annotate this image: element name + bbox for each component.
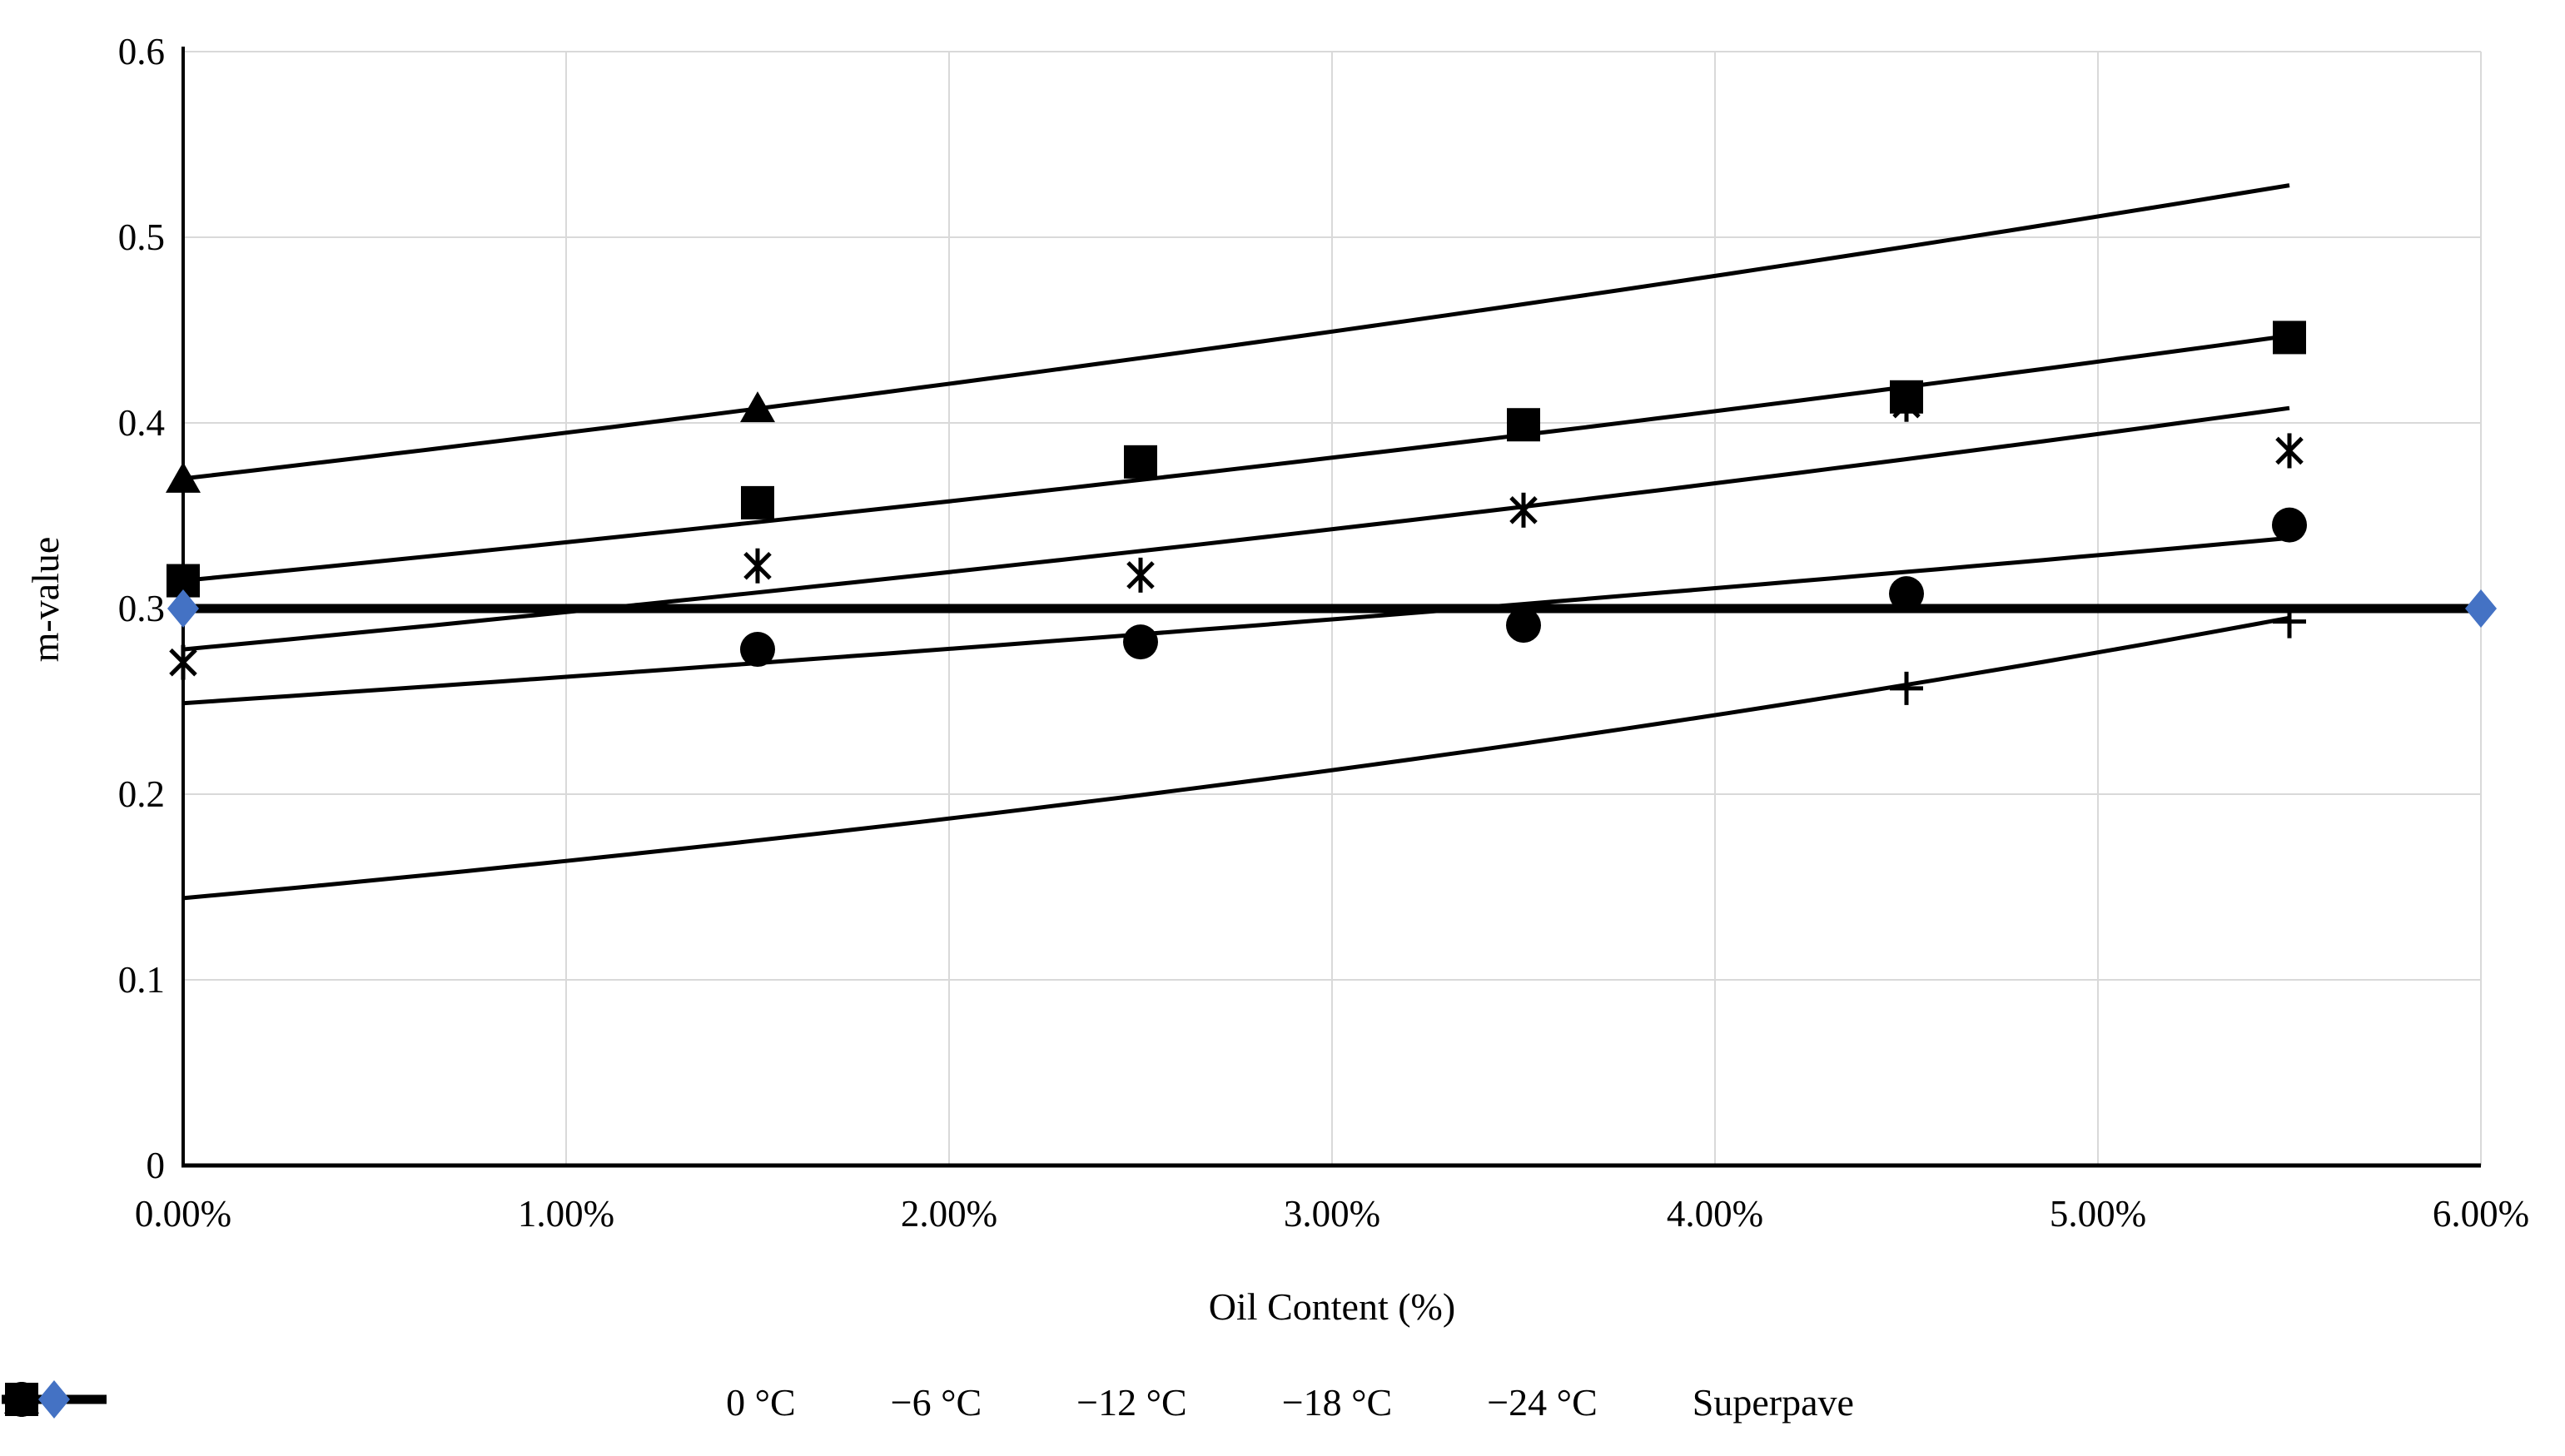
x-tick-2: 2.00% [900,1193,998,1235]
marker-circle [1123,624,1158,660]
legend-label: −24 °C [1487,1381,1598,1424]
marker-circle [1889,576,1924,612]
y-tick-0.6: 0.6 [117,31,165,72]
marker-triangle [166,461,201,493]
x-tick-1: 1.00% [517,1193,615,1235]
marker-circle [1506,608,1541,644]
legend-label: −12 °C [1076,1381,1187,1424]
marker-square [741,485,774,519]
trendline-square [182,333,2290,583]
x-axis-title: Oil Content (%) [1208,1285,1456,1328]
marker-asterisk [743,551,772,580]
y-tick-0.1: 0.1 [117,959,165,1001]
marker-diamond [167,589,199,628]
y-tick-0.2: 0.2 [117,773,165,815]
x-tick-4: 4.00% [1666,1193,1764,1235]
legend-label: −18 °C [1281,1381,1393,1424]
x-tick-6: 6.00% [2432,1193,2530,1235]
x-tick-0: 0.00% [134,1193,232,1235]
y-tick-0.3: 0.3 [117,588,165,629]
marker-circle [740,632,775,668]
marker-square [1124,445,1157,479]
x-tick-3: 3.00% [1283,1193,1381,1235]
marker-triangle [740,391,775,423]
legend-label: 0 °C [726,1381,796,1424]
legend-label: Superpave [1692,1381,1854,1424]
legend: 0 °C −6 °C −12 °C −18 °C −24 °C Superpav… [0,1378,2565,1428]
x-tick-5: 5.00% [2049,1193,2147,1235]
marker-asterisk [2275,436,2304,465]
legend-item-minus18c[interactable]: −18 °C [4,1378,1393,1428]
trendline-asterisk [182,405,2290,652]
marker-circle [2272,507,2307,543]
y-tick-0: 0 [146,1145,166,1186]
y-tick-0.4: 0.4 [117,402,165,444]
legend-label: −6 °C [890,1381,982,1424]
marker-asterisk [1509,496,1538,524]
trendline-circle [182,535,2290,706]
marker-asterisk [169,648,197,677]
legend-item-minus24c[interactable]: −24 °C [5,1378,1598,1428]
marker-diamond [2465,589,2497,628]
legend-item-superpave[interactable]: Superpave [2,1378,1854,1428]
trendline-plus [182,615,2290,901]
legend-item-minus6c[interactable]: −6 °C [5,1378,982,1428]
marker-square [1890,380,1923,414]
y-tick-0.5: 0.5 [117,216,165,258]
marker-asterisk [1126,561,1155,589]
legend-item-0c[interactable]: 0 °C [4,1378,796,1428]
superpave-legend-diamond [38,1380,70,1419]
legend-item-minus12c[interactable]: −12 °C [7,1378,1187,1428]
marker-square [1507,408,1540,442]
trendline-triangle [182,183,2290,481]
marker-square [2273,321,2306,355]
